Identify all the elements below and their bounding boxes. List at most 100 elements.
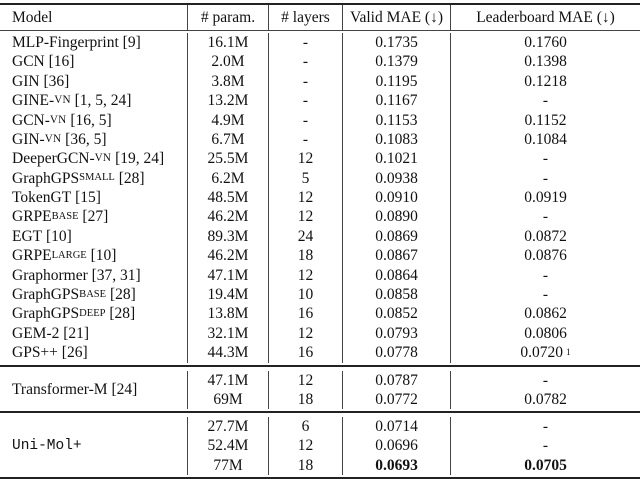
leaderboard-mae-cell-value: 0.0872 [524,227,567,245]
leaderboard-mae-cell: 0.1760 [450,33,640,53]
params-cell: 16.1M [187,33,268,53]
valid-mae-cell: 0.0852 [342,304,450,324]
model-name-cell: GIN- VN [36, 5] [0,130,187,149]
leaderboard-mae-cell: - [450,417,640,437]
valid-mae-cell-value: 0.1735 [375,33,418,51]
model-name-cell: Graphormer [37, 31] [0,266,187,285]
valid-mae-cell: 0.1083 [342,129,450,150]
leaderboard-mae-cell: 0.0862 [450,304,640,324]
model-citation: [19, 24] [115,150,165,168]
leaderboard-mae-cell: 0.0720 1 [450,343,640,363]
valid-mae-cell-value: 0.1153 [375,111,418,129]
leaderboard-mae-cell: - [450,436,640,456]
params-cell-value: 69M [213,390,243,408]
leaderboard-mae-cell-value: - [542,208,549,226]
params-cell: 47.1M [187,370,268,391]
model-name: GCN- [12,111,50,129]
params-cell: 13.2M [187,91,268,111]
valid-mae-cell: 0.0890 [342,207,450,227]
valid-mae-cell-value: 0.0714 [375,418,418,436]
model-name-cell: MLP-Fingerprint [9] [0,33,187,52]
leaderboard-mae-cell: - [450,168,640,189]
layers-cell: 6 [268,417,342,437]
leaderboard-mae-cell: 0.1152 [450,110,640,130]
model-name: GraphGPS [12,169,80,187]
valid-mae-cell-value: 0.1195 [375,72,418,90]
header-model: Model [12,8,53,26]
model-name-cell: Uni-Mol+ [0,417,187,475]
params-cell: 77M [187,455,268,475]
layers-cell: 12 [268,370,342,391]
valid-mae-cell: 0.0858 [342,285,450,305]
layers-cell-value: 12 [297,189,314,207]
model-variant: VN [94,152,112,165]
valid-mae-cell: 0.0696 [342,436,450,456]
leaderboard-mae-cell: 0.0782 [450,390,640,410]
model-name: GraphGPS [12,286,80,304]
leaderboard-mae-cell-value: 0.0720 [520,344,563,362]
layers-cell: 16 [268,343,342,363]
layers-cell: 5 [268,168,342,189]
layers-cell: 10 [268,285,342,305]
valid-mae-cell-value: 0.0910 [375,189,418,207]
valid-mae-cell-value: 0.0772 [375,390,418,408]
layers-cell-value: - [302,130,309,148]
params-cell: 25.5M [187,149,268,169]
model-name-cell: GraphGPS SMALL [28] [12,169,145,187]
valid-mae-cell: 0.0793 [342,323,450,344]
table-section: MLP-Fingerprint [9] 16.1M - 0.1735 0.1760 GCN… [0,31,640,365]
layers-cell-value: 18 [297,390,314,408]
params-cell-value: 44.3M [207,344,249,362]
valid-mae-cell-value: 0.0890 [375,208,418,226]
layers-cell-value: 16 [297,344,314,362]
layers-cell-value: 24 [297,227,314,245]
model-name: Uni-Mol+ [12,437,82,454]
model-name: MLP-Fingerprint [12,33,119,51]
section-rule [0,364,640,367]
layers-cell: 12 [268,436,342,456]
model-name-cell: GPS++ [26] [0,343,187,362]
leaderboard-mae-cell: - [450,149,640,169]
model-name-cell: DeeperGCN- VN [19, 24] [0,149,187,168]
header-leaderboard-mae: Leaderboard MAE (↓) [450,5,640,30]
model-citation: [28] [118,169,145,187]
valid-mae-cell: 0.0864 [342,265,450,286]
valid-mae-cell: 0.1735 [342,33,450,53]
layers-cell: - [268,52,342,72]
leaderboard-mae-cell: 0.1218 [450,71,640,92]
valid-mae-cell: 0.0778 [342,343,450,363]
leaderboard-mae-cell: - [450,207,640,227]
layers-cell: 12 [268,149,342,169]
valid-mae-cell: 0.1167 [342,91,450,111]
layers-cell-value: 6 [301,418,310,436]
model-name: GPS++ [12,344,58,362]
params-cell-value: 46.2M [207,247,249,265]
layers-cell-value: - [302,33,309,51]
model-name-cell: GEM-2 [21] [0,324,187,343]
params-cell-value: 2.0M [211,53,245,71]
valid-mae-cell-value: 0.0938 [375,169,418,187]
leaderboard-mae-cell-value: 0.0876 [524,247,567,265]
model-name: GINE- [12,92,55,110]
leaderboard-mae-cell-value: 0.0806 [524,324,567,342]
layers-cell-value: 12 [297,371,314,389]
layers-cell: - [268,91,342,111]
leaderboard-mae-cell: 0.0806 [450,323,640,344]
model-variant: VN [49,113,67,126]
params-cell-value: 27.7M [207,418,249,436]
params-cell: 46.2M [187,207,268,227]
model-name-cell: GraphGPS BASE [28] [12,286,136,304]
model-name-cell: GraphGPS DEEP [28] [12,305,136,323]
table-body: MLP-Fingerprint [9] 16.1M - 0.1735 0.1760 GCN… [0,31,640,479]
valid-mae-cell-value: 0.0696 [375,437,418,455]
model-name: GCN [12,53,45,71]
leaderboard-mae-cell-value: 0.0862 [524,305,567,323]
valid-mae-cell: 0.0772 [342,390,450,410]
valid-mae-cell: 0.0910 [342,188,450,208]
model-name-cell: GRPE BASE [27] [12,208,109,226]
layers-cell: 16 [268,304,342,324]
params-cell: 52.4M [187,436,268,456]
params-cell: 2.0M [187,52,268,72]
table-section: Uni-Mol+ 27.7M 6 0.0714 - 52.4M 12 0.0696 - 77M 18… [0,413,640,477]
model-citation: [10] [90,247,117,265]
